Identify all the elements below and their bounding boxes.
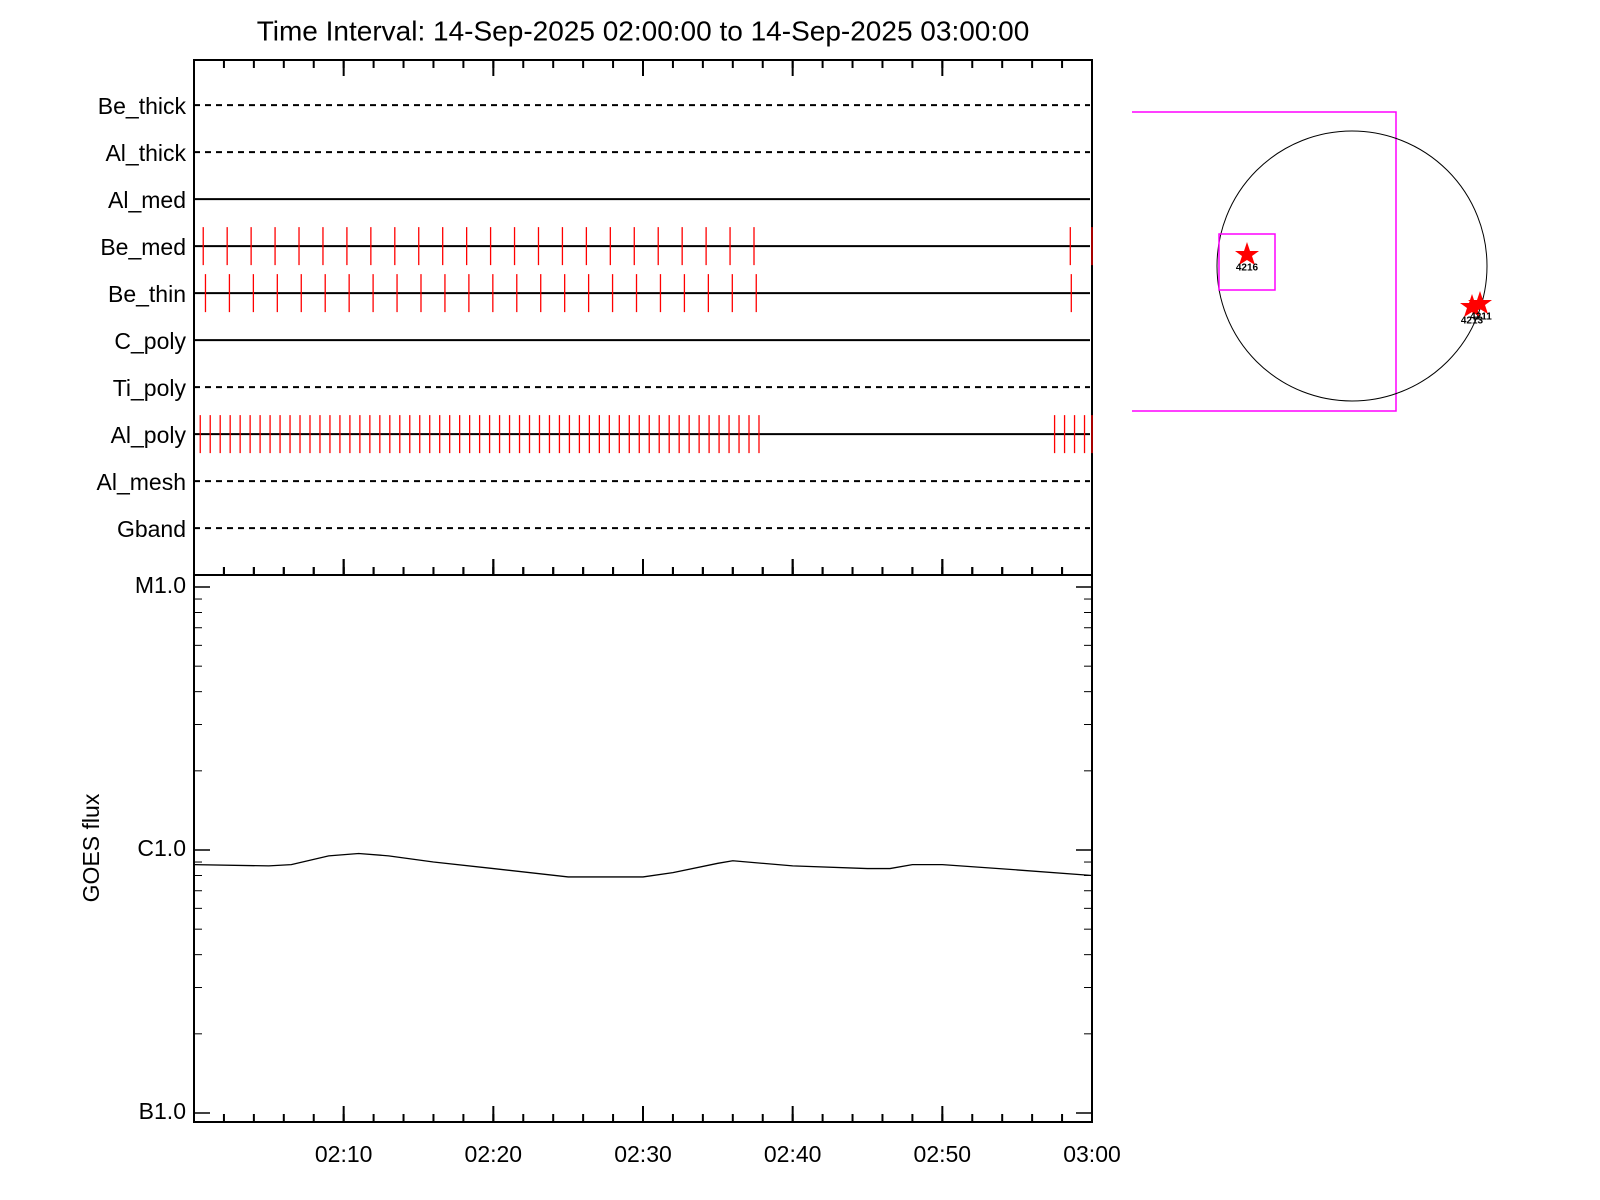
row-label: Al_mesh (97, 469, 186, 495)
row-label: C_poly (114, 328, 186, 354)
row-label: Al_med (108, 187, 186, 213)
y-tick-label: C1.0 (137, 835, 186, 861)
row-label: Be_med (100, 234, 186, 260)
region-label: 4216 (1236, 263, 1259, 274)
row-label: Ti_poly (113, 375, 187, 401)
fov-box (1132, 111, 1397, 412)
goes-flux-line (193, 852, 1093, 878)
region-star (1460, 294, 1484, 317)
row-label: Be_thick (98, 93, 187, 119)
region-star (1468, 291, 1492, 314)
y-tick-label: M1.0 (135, 572, 186, 598)
region-label: 4211 (1470, 312, 1492, 323)
chart-title: Time Interval: 14-Sep-2025 02:00:00 to 1… (257, 15, 1030, 46)
x-tick-label: 02:40 (764, 1141, 822, 1167)
x-tick-label: 03:00 (1063, 1141, 1121, 1167)
region-label: 4213 (1461, 316, 1484, 327)
y-axis-title: GOES flux (78, 793, 104, 902)
solar-disk-map: 4216 4213 4211 (1132, 111, 1492, 412)
solar-limb (1216, 130, 1488, 402)
x-tick-label: 02:10 (315, 1141, 373, 1167)
row-label: Al_thick (105, 140, 186, 166)
row-label: Gband (117, 516, 186, 542)
row-label: Be_thin (108, 281, 186, 307)
x-tick-label: 02:30 (614, 1141, 672, 1167)
y-tick-label: B1.0 (139, 1098, 186, 1124)
x-tick-label: 02:50 (914, 1141, 972, 1167)
x-tick-label: 02:20 (465, 1141, 523, 1167)
region-star (1235, 242, 1259, 265)
row-label: Al_poly (111, 422, 187, 448)
target-box (1218, 233, 1276, 291)
